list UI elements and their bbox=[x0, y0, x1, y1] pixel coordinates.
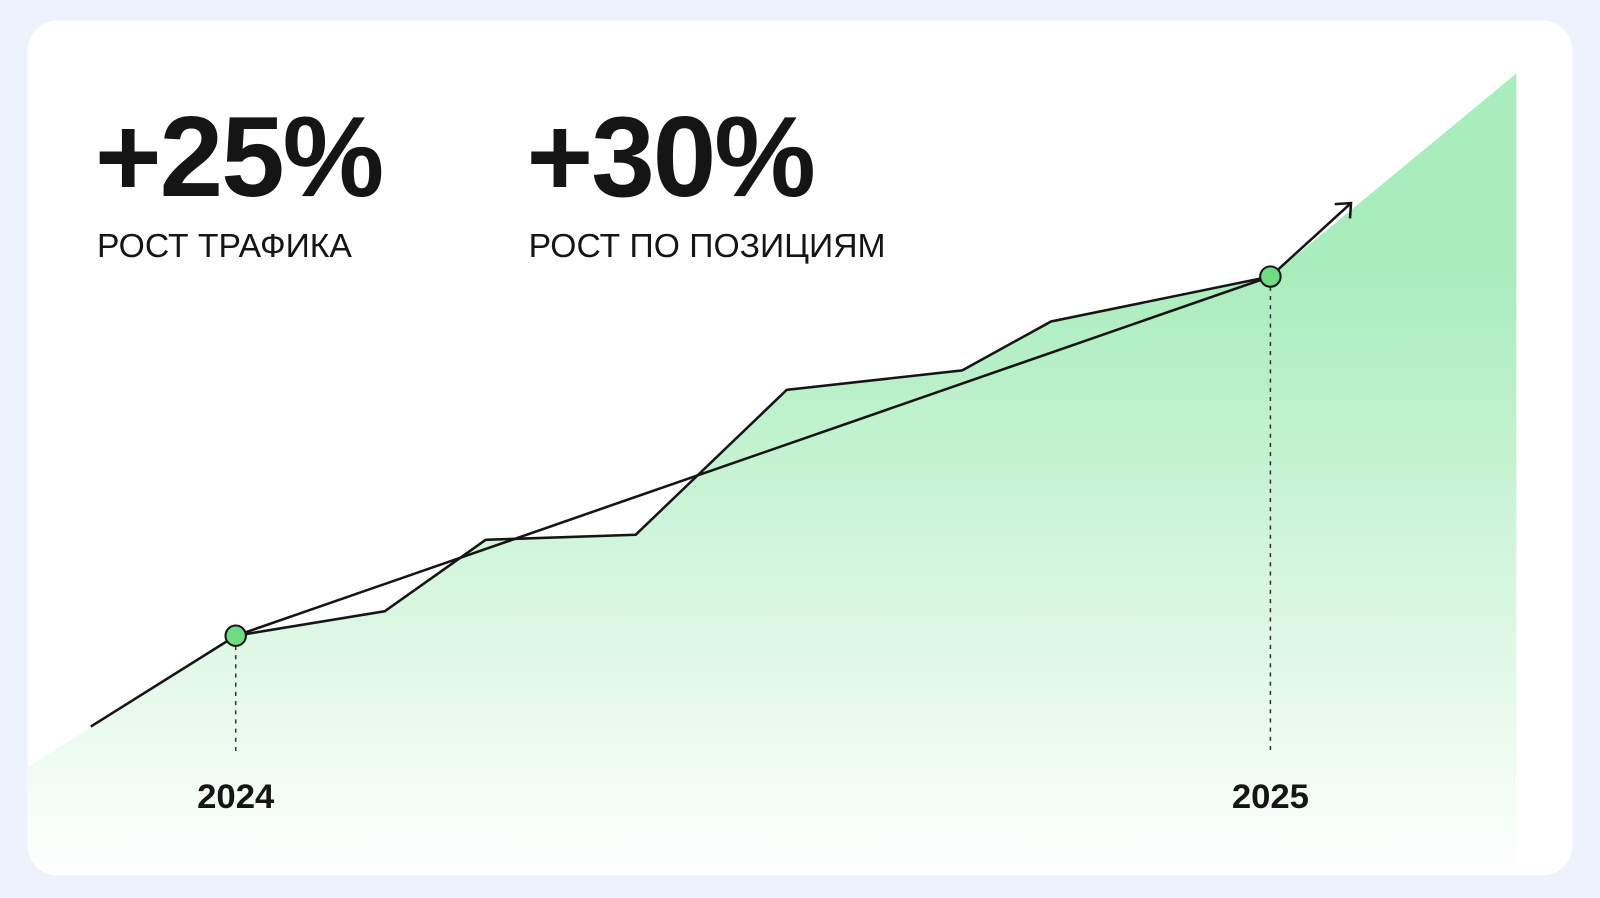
stat-value: +25% bbox=[95, 94, 382, 221]
stat-label: РОСТ ТРАФИКА bbox=[97, 228, 352, 265]
end-year: 2025 bbox=[1232, 778, 1309, 816]
stat-label: РОСТ ПО ПОЗИЦИЯМ bbox=[529, 228, 886, 265]
traffic-line bbox=[90, 275, 1271, 728]
start-point bbox=[224, 624, 247, 647]
start-year: 2024 bbox=[197, 778, 275, 816]
growth-area bbox=[27, 73, 1517, 876]
end-point bbox=[1259, 265, 1282, 288]
stat-value: +30% bbox=[527, 94, 814, 221]
trend-arrow bbox=[1334, 201, 1353, 219]
